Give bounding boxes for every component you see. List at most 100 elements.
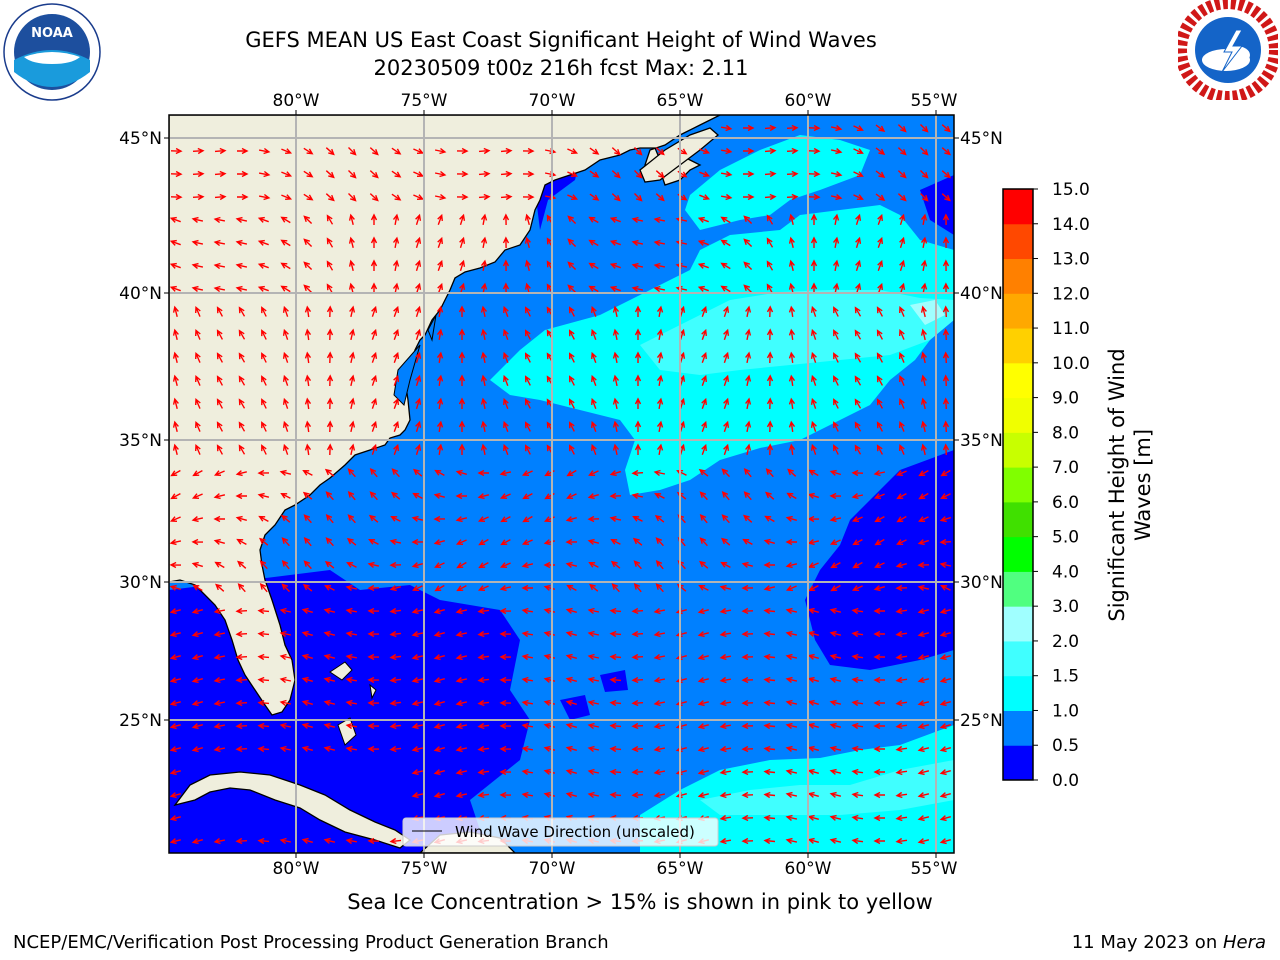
wind-arrow xyxy=(345,837,358,845)
lat-label: 30°N xyxy=(119,573,162,593)
wind-arrow xyxy=(521,539,533,545)
wind-arrow xyxy=(766,351,774,364)
wave-height-region-high-core xyxy=(640,290,954,375)
wind-arrow xyxy=(763,561,775,569)
wind-arrow xyxy=(829,791,842,798)
wind-arrow xyxy=(895,584,908,592)
wind-arrow xyxy=(723,305,730,318)
wind-arrow xyxy=(785,653,798,660)
wind-arrow xyxy=(942,236,950,249)
wind-arrow xyxy=(609,492,622,500)
wind-arrow xyxy=(213,837,226,845)
wind-arrow xyxy=(719,745,732,753)
wind-arrow xyxy=(697,239,709,246)
wind-arrow xyxy=(701,351,707,363)
wind-arrow xyxy=(631,492,644,499)
wind-arrow xyxy=(611,193,621,202)
wind-arrow xyxy=(521,791,534,799)
wind-arrow xyxy=(829,768,842,775)
wind-arrow xyxy=(874,562,885,568)
wind-arrow xyxy=(720,193,733,201)
wind-arrow xyxy=(807,791,819,798)
wind-arrow xyxy=(851,722,864,730)
wind-arrow xyxy=(411,515,424,522)
wind-arrow xyxy=(172,328,179,340)
wind-arrow xyxy=(766,328,774,341)
wind-arrow xyxy=(853,125,864,131)
wind-arrow xyxy=(852,561,863,569)
wind-arrow xyxy=(741,722,754,730)
wind-arrow xyxy=(699,171,711,177)
wind-arrow xyxy=(391,193,402,201)
wind-arrow xyxy=(191,561,203,568)
wind-arrow xyxy=(235,630,248,638)
colorbar-segment xyxy=(1003,640,1033,677)
wind-arrow xyxy=(764,193,777,201)
wind-arrow xyxy=(282,443,289,455)
wind-arrow xyxy=(918,492,929,500)
wind-arrow xyxy=(345,676,358,684)
wind-arrow xyxy=(456,584,467,592)
wind-arrow xyxy=(191,516,204,523)
wind-arrow xyxy=(391,468,400,478)
wind-arrow xyxy=(303,560,312,570)
wind-arrow xyxy=(280,285,291,293)
wind-arrow xyxy=(389,722,402,730)
wind-arrow xyxy=(369,491,378,501)
wind-arrow xyxy=(723,351,730,364)
wind-arrow xyxy=(873,585,885,592)
wind-arrow xyxy=(941,147,951,156)
wind-arrow xyxy=(499,585,512,592)
wind-arrow xyxy=(261,329,267,340)
wind-arrow xyxy=(875,170,886,178)
wind-arrow xyxy=(939,700,951,707)
colorbar-label-line2: Waves [m] xyxy=(1131,429,1155,541)
wind-arrow xyxy=(456,193,469,201)
wind-arrow xyxy=(655,193,665,202)
wind-arrow xyxy=(723,328,730,341)
wind-arrow xyxy=(236,538,247,546)
wind-arrow xyxy=(477,469,489,477)
colorbar-tick-label: 2.0 xyxy=(1052,632,1079,652)
wind-arrow xyxy=(807,722,819,729)
wind-arrow xyxy=(920,328,927,341)
wind-arrow xyxy=(349,374,356,387)
wind-arrow xyxy=(612,420,620,433)
lon-labels-bottom: 80°W 75°W 70°W 65°W 60°W 55°W xyxy=(273,859,958,879)
wind-arrow xyxy=(653,676,666,684)
wind-arrow xyxy=(895,676,908,684)
wind-arrow xyxy=(389,630,402,638)
wind-arrow xyxy=(785,699,798,706)
wind-arrow xyxy=(854,444,862,455)
colorbar-tick-label: 3.0 xyxy=(1052,597,1079,617)
wind-arrow xyxy=(170,469,181,477)
colorbar xyxy=(1003,189,1033,781)
wind-arrow xyxy=(281,560,290,570)
wind-arrow xyxy=(917,792,930,799)
wind-arrow xyxy=(567,171,579,177)
wind-arrow xyxy=(565,607,577,614)
wind-arrow xyxy=(480,259,488,272)
wind-arrow xyxy=(368,538,379,545)
wind-arrow xyxy=(411,608,424,615)
wind-arrow xyxy=(521,745,534,753)
wind-arrow xyxy=(213,653,226,661)
wind-arrow xyxy=(785,630,798,637)
wind-arrow xyxy=(743,491,752,501)
date-credit: 11 May 2023 on Hera xyxy=(1072,932,1266,953)
wind-arrow xyxy=(877,236,883,248)
wind-arrow xyxy=(195,374,201,386)
wind-arrow xyxy=(301,653,313,660)
wind-arrow xyxy=(455,608,468,615)
wind-arrow xyxy=(723,374,730,387)
wind-arrow xyxy=(345,653,358,661)
wind-arrow xyxy=(807,630,819,637)
wind-arrow xyxy=(634,328,642,340)
wind-arrow xyxy=(610,560,621,569)
wind-arrow xyxy=(699,537,708,547)
wind-arrow xyxy=(389,538,402,545)
colorbar-tick-label: 0.0 xyxy=(1052,771,1079,791)
lon-label: 75°W xyxy=(401,859,448,879)
wind-arrow xyxy=(323,837,336,844)
wind-arrow xyxy=(455,769,468,776)
